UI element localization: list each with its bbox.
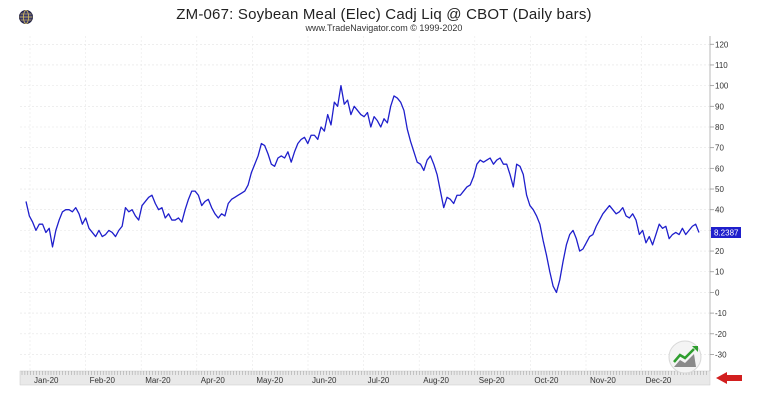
x-tick-label: May-20 [256,376,283,385]
left-arrow-icon[interactable] [716,372,742,384]
x-tick-label: Dec-20 [646,376,672,385]
chart-header: ZM-067: Soybean Meal (Elec) Cadj Liq @ C… [0,6,768,33]
grid-lines [20,36,710,371]
y-tick-label: 50 [715,185,724,194]
last-price-value: 8.2387 [714,229,739,238]
x-tick-label: Nov-20 [590,376,616,385]
x-tick-label: Apr-20 [201,376,226,385]
y-tick-label: -10 [715,309,727,318]
y-tick-label: 0 [715,288,720,297]
y-tick-label: 60 [715,164,724,173]
y-axis: 1201101009080706050403020100-10-20-30 [710,40,729,359]
x-axis-bar [19,370,711,386]
y-tick-label: 90 [715,102,724,111]
chart-subtitle: www.TradeNavigator.com © 1999-2020 [305,23,463,33]
x-tick-label: Jan-20 [34,376,59,385]
y-tick-label: 120 [715,40,729,49]
y-tick-label: 40 [715,206,724,215]
chart-title: ZM-067: Soybean Meal (Elec) Cadj Liq @ C… [176,6,592,23]
y-tick-label: 20 [715,247,724,256]
price-series-line [25,84,700,294]
last-price-tag: 8.2387 [711,227,741,238]
y-tick-label: -20 [715,330,727,339]
x-tick-label: Sep-20 [479,376,505,385]
x-tick-label: Aug-20 [423,376,449,385]
y-tick-label: 110 [715,61,728,70]
y-tick-label: 80 [715,123,724,132]
plot-area [20,36,710,371]
y-tick-label: -30 [715,350,727,359]
y-tick-label: 100 [715,82,729,91]
last-price-tag-box [711,227,741,238]
trend-up-icon[interactable] [668,340,702,374]
x-tick-label: Feb-20 [90,376,116,385]
x-tick-label: Oct-20 [534,376,559,385]
x-tick-label: Jul-20 [368,376,390,385]
y-tick-label: 10 [715,268,724,277]
y-tick-label: 70 [715,144,724,153]
globe-icon[interactable] [18,9,34,25]
series-layer [25,84,700,294]
x-tick-label: Mar-20 [145,376,171,385]
x-axis: Jan-20 Feb-20 Mar-20 Apr-20 May-20 Jun-20 Jul-… [21,371,707,385]
x-tick-label: Jun-20 [312,376,337,385]
